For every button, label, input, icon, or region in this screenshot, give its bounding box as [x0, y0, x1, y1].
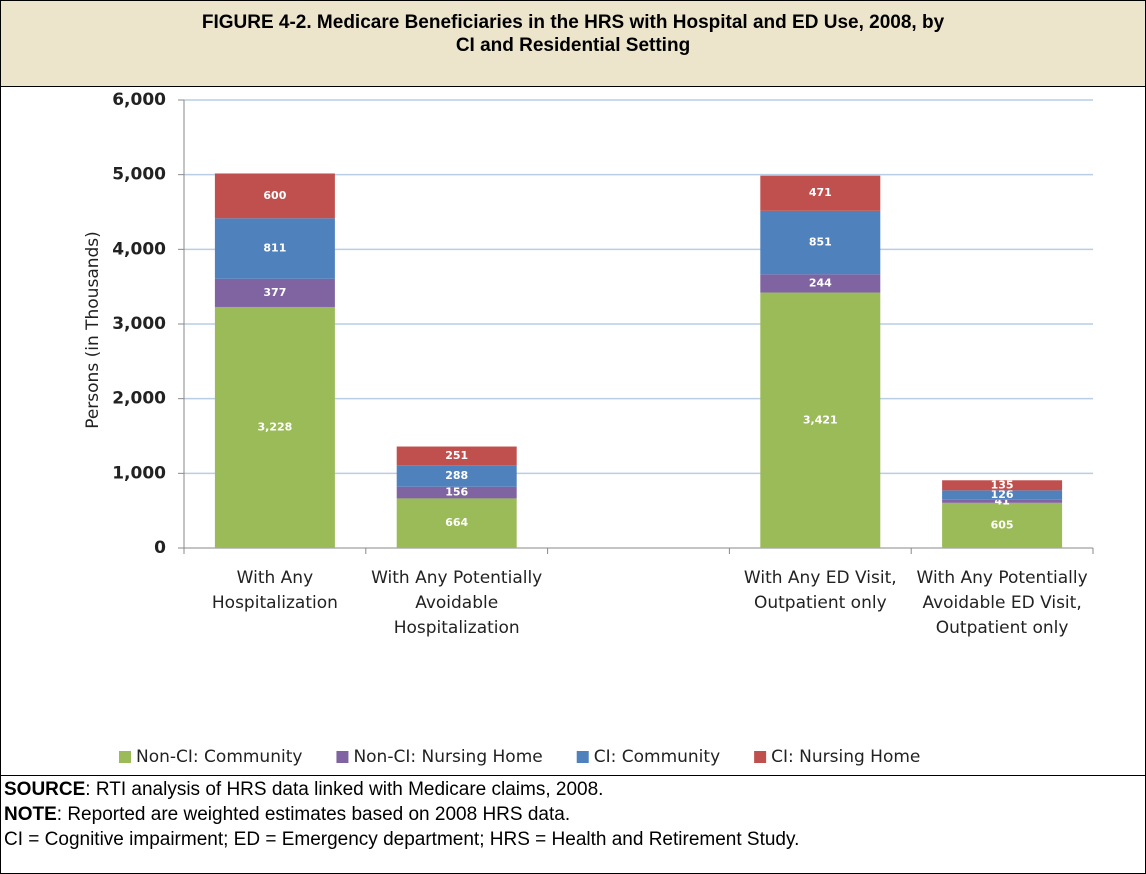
- bar-segment: [214, 173, 335, 219]
- bar-segment: [396, 446, 517, 466]
- bar-segment: [396, 486, 517, 499]
- footer: SOURCE: RTI analysis of HRS data linked …: [4, 777, 799, 852]
- data-label: 135: [991, 478, 1014, 491]
- source-text: : RTI analysis of HRS data linked with M…: [85, 779, 604, 800]
- x-tick-label: With Any Potentially Avoidable Hospitali…: [371, 568, 543, 638]
- bar-segment: [760, 210, 881, 275]
- legend-swatch: [119, 751, 131, 763]
- data-label: 288: [445, 469, 468, 482]
- y-axis-label: Persons (in Thousands): [83, 231, 103, 429]
- legend-swatch: [576, 751, 589, 763]
- y-tick-label: 4,000: [112, 239, 166, 259]
- y-tick-label: 1,000: [112, 463, 166, 483]
- bar-segment: [942, 499, 1063, 503]
- legend-label: CI: Community: [594, 747, 720, 767]
- data-label: 471: [809, 186, 832, 199]
- y-tick-label: 5,000: [112, 165, 166, 185]
- note-text: : Reported are weighted estimates based …: [56, 804, 571, 825]
- data-label: 600: [263, 189, 286, 202]
- bar-segment: [396, 498, 517, 548]
- legend-swatch: [336, 751, 349, 763]
- data-label: 3,228: [258, 420, 293, 433]
- abbreviations: CI = Cognitive impairment; ED = Emergenc…: [4, 829, 800, 850]
- figure-title: FIGURE 4-2. Medicare Beneficiaries in th…: [1, 1, 1145, 87]
- bar-segment: [214, 218, 335, 279]
- y-tick-label: 2,000: [112, 389, 166, 409]
- data-label: 811: [263, 242, 286, 255]
- data-label: 251: [445, 449, 468, 462]
- data-label: 851: [809, 236, 832, 249]
- source-line: SOURCE: RTI analysis of HRS data linked …: [4, 777, 799, 802]
- bar-segment: [760, 274, 881, 293]
- x-tick-label: With Any Potentially Avoidable ED Visit,…: [916, 568, 1088, 638]
- y-tick-label: 0: [154, 538, 166, 558]
- bar-segment: [214, 278, 335, 307]
- legend-swatch: [754, 751, 767, 763]
- bar-segment: [760, 292, 881, 548]
- legend-label: Non-CI: Community: [136, 747, 302, 767]
- data-label: 244: [809, 276, 832, 289]
- bar-segment: [942, 480, 1063, 491]
- legend-label: Non-CI: Nursing Home: [353, 747, 542, 767]
- bar-segment: [760, 175, 881, 211]
- data-label: 126: [991, 488, 1014, 501]
- note-line: NOTE: Reported are weighted estimates ba…: [4, 802, 799, 827]
- note-label: NOTE: [4, 804, 57, 825]
- bar-segment: [396, 465, 517, 487]
- y-tick-label: 3,000: [112, 314, 166, 334]
- data-label: 3,421: [803, 413, 838, 426]
- data-label: 664: [445, 516, 468, 529]
- bar-segment: [942, 490, 1063, 500]
- y-tick-label: 6,000: [112, 90, 166, 110]
- data-label: 156: [445, 486, 468, 499]
- x-tick-label: With Any ED Visit, Outpatient only: [743, 568, 897, 613]
- bar-segment: [942, 502, 1063, 548]
- bar-segment: [214, 306, 335, 548]
- x-tick-label: With Any Hospitalization: [211, 568, 338, 613]
- legend-label: CI: Nursing Home: [771, 747, 920, 767]
- data-label: 377: [263, 286, 286, 299]
- chart: Persons (in Thousands) 0 1,000 2,000 3,000 4…: [83, 90, 1094, 767]
- source-label: SOURCE: [4, 779, 86, 800]
- data-label: 605: [991, 518, 1014, 531]
